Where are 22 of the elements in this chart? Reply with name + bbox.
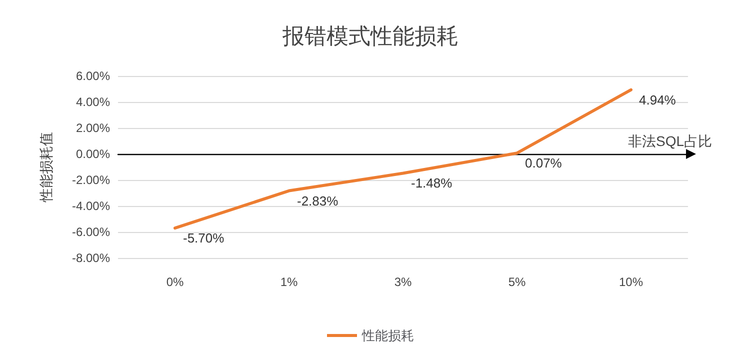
legend-label: 性能损耗 [361,328,414,343]
data-label: -2.83% [297,193,339,208]
y-tick-label: 6.00% [76,69,110,83]
x-tick-label: 1% [280,275,298,289]
data-label: -5.70% [183,230,225,246]
data-label: -1.48% [411,176,453,191]
x-axis-title: 非法SQL占比 [628,133,712,149]
y-tick-label: 0.00% [76,147,110,161]
data-label: 4.94% [639,92,676,108]
y-tick-label: -8.00% [72,251,110,265]
data-label: 0.07% [525,156,562,171]
y-axis-title: 性能损耗值 [38,132,54,203]
chart-title: 报错模式性能损耗 [282,24,458,48]
y-tick-label: -6.00% [72,225,110,239]
x-tick-label: 0% [166,275,184,289]
x-tick-label: 3% [394,275,412,289]
y-tick-label: 2.00% [76,121,110,135]
x-tick-label: 10% [618,275,644,289]
y-tick-label: -2.00% [72,173,110,187]
x-tick-label: 5% [508,275,526,289]
y-tick-label: -4.00% [72,199,110,213]
y-tick-label: 4.00% [76,95,110,109]
